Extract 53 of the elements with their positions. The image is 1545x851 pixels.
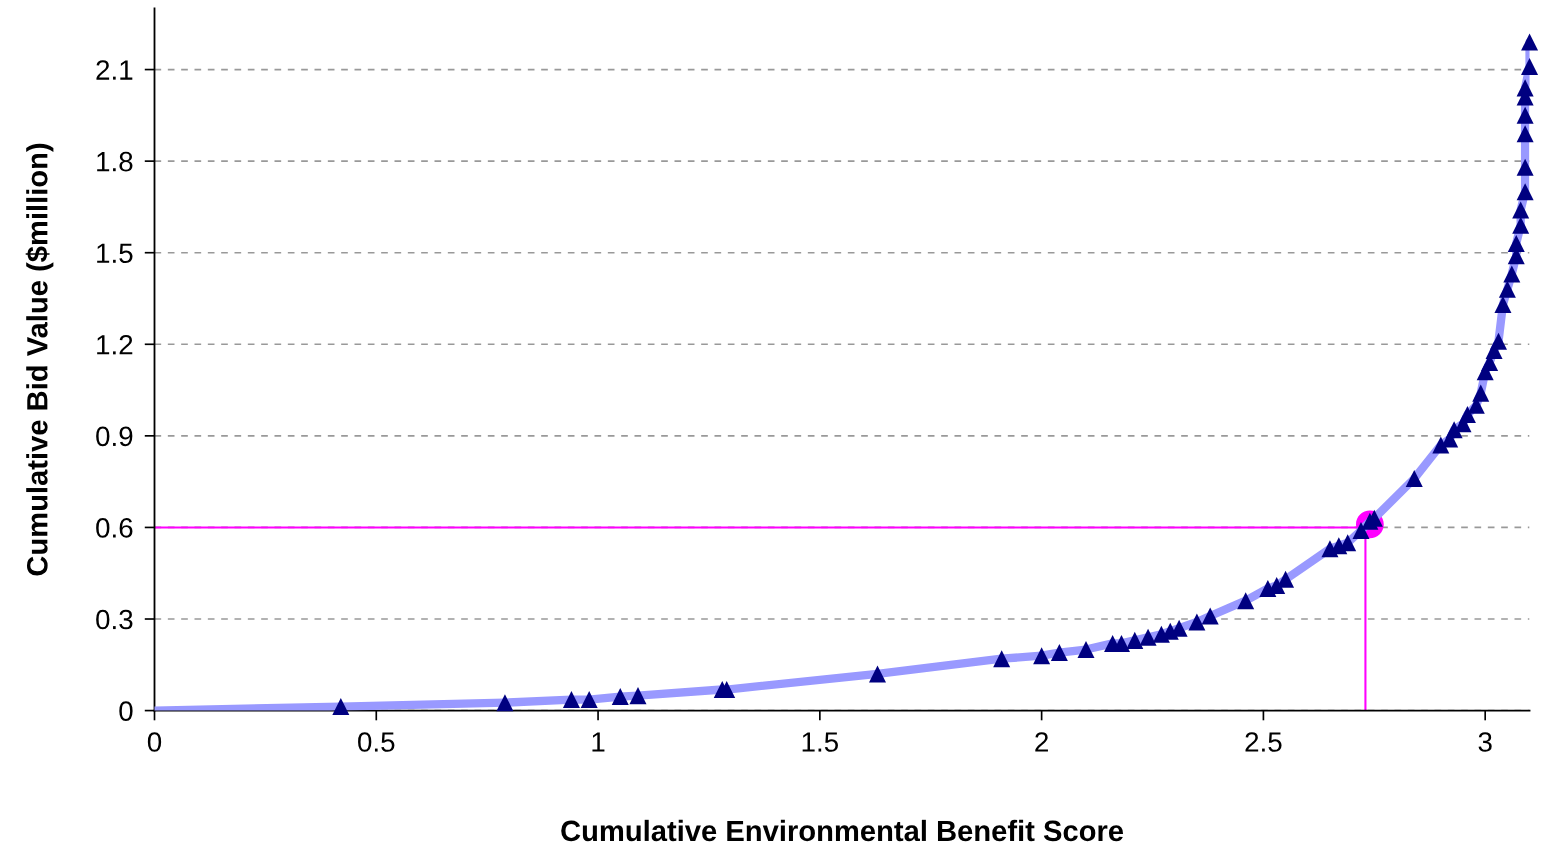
x-tick-label: 0.5 bbox=[358, 732, 395, 752]
point bbox=[1445, 421, 1463, 439]
y-tick-label: 1.2 bbox=[97, 334, 133, 355]
point bbox=[1516, 106, 1534, 124]
point bbox=[1516, 183, 1534, 201]
y-axis-title: Cumulative Bid Value ($million) bbox=[25, 143, 54, 576]
point bbox=[1188, 613, 1206, 631]
point bbox=[611, 688, 629, 706]
x-tick-label: 1 bbox=[592, 732, 605, 752]
point bbox=[1516, 79, 1534, 97]
y-tick-label: 0.3 bbox=[96, 609, 133, 630]
point bbox=[1277, 570, 1295, 588]
point bbox=[1512, 216, 1530, 234]
point bbox=[1432, 436, 1450, 454]
y-tick-label: 0.6 bbox=[96, 518, 133, 538]
point bbox=[1472, 384, 1490, 402]
x-tick-label: 0 bbox=[147, 732, 162, 752]
point bbox=[1512, 201, 1530, 219]
point bbox=[1503, 265, 1521, 283]
point bbox=[1405, 470, 1423, 488]
x-tick-label: 3 bbox=[1478, 732, 1492, 752]
y-tick-label: 1.5 bbox=[97, 243, 133, 264]
x-tick-label: 2 bbox=[1035, 732, 1048, 752]
point bbox=[993, 650, 1011, 668]
point bbox=[1201, 607, 1219, 625]
point bbox=[1139, 628, 1157, 646]
point bbox=[1521, 58, 1539, 76]
point bbox=[1077, 641, 1095, 659]
x-tick-label: 1.5 bbox=[802, 732, 838, 752]
y-tick-label: 2.1 bbox=[96, 60, 133, 80]
point bbox=[496, 694, 514, 712]
point bbox=[1498, 280, 1516, 298]
y-tick-label: 0.9 bbox=[96, 426, 133, 447]
point bbox=[562, 691, 580, 709]
point bbox=[1516, 125, 1534, 143]
point bbox=[869, 665, 887, 683]
point bbox=[1033, 647, 1051, 665]
point bbox=[1494, 296, 1512, 314]
point bbox=[1521, 33, 1539, 51]
x-axis-title: Cumulative Environmental Benefit Score bbox=[561, 819, 1124, 842]
point bbox=[580, 691, 598, 709]
point bbox=[629, 687, 647, 705]
point bbox=[1237, 592, 1255, 610]
point bbox=[1489, 332, 1508, 350]
y-tick-label: 0 bbox=[119, 701, 133, 721]
x-tick-label: 2.5 bbox=[1245, 732, 1282, 752]
point bbox=[1516, 158, 1534, 176]
point bbox=[1050, 644, 1068, 662]
y-tick-label: 1.8 bbox=[97, 151, 133, 172]
point bbox=[1507, 235, 1525, 253]
point bbox=[1126, 631, 1144, 649]
point bbox=[332, 698, 350, 716]
point bbox=[1458, 405, 1476, 423]
